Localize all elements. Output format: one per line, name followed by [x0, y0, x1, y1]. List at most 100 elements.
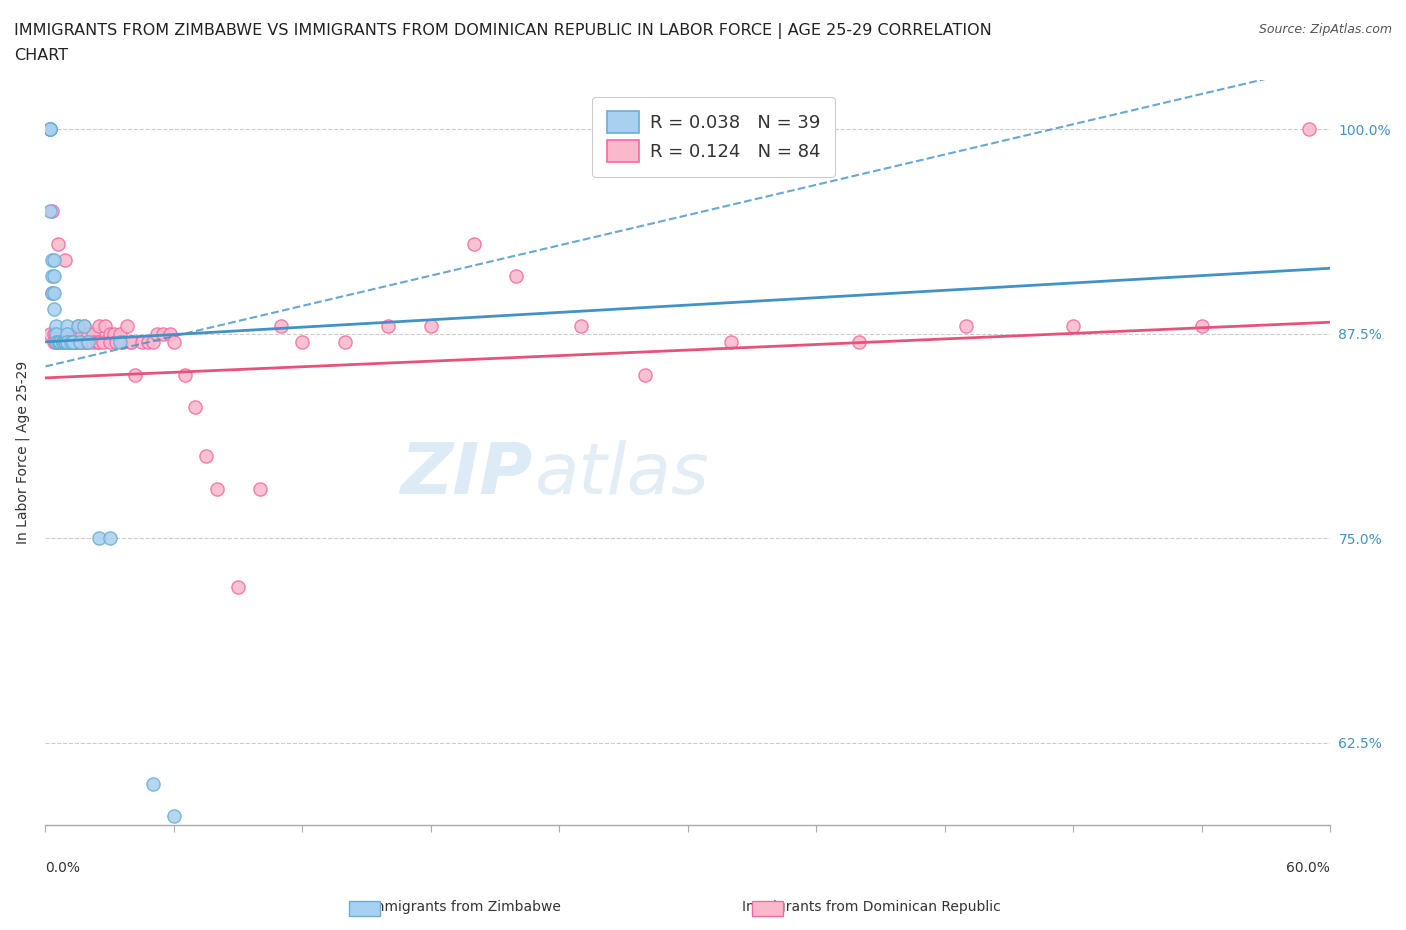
Point: [152, 326, 174, 341]
Point: [38, 122, 60, 137]
Y-axis label: In Labor Force | Age 25-29: In Labor Force | Age 25-29: [15, 361, 30, 544]
Point: [42, 335, 65, 350]
Point: [75, 335, 97, 350]
Point: [569, 318, 592, 333]
Point: [70, 326, 93, 341]
Point: [66, 318, 89, 333]
Point: [73, 318, 96, 333]
Point: [955, 318, 977, 333]
Point: [65, 335, 87, 350]
Point: [56, 335, 79, 350]
Text: 60.0%: 60.0%: [1286, 860, 1330, 874]
Text: IMMIGRANTS FROM ZIMBABWE VS IMMIGRANTS FROM DOMINICAN REPUBLIC IN LABOR FORCE | : IMMIGRANTS FROM ZIMBABWE VS IMMIGRANTS F…: [14, 23, 991, 39]
Point: [335, 335, 357, 350]
Point: [848, 335, 870, 350]
Point: [52, 335, 75, 350]
Point: [419, 318, 441, 333]
Point: [45, 326, 67, 341]
Point: [38, 122, 60, 137]
Point: [42, 253, 65, 268]
Point: [249, 482, 271, 497]
Point: [45, 335, 67, 350]
Point: [66, 318, 89, 333]
Point: [98, 335, 121, 350]
Point: [87, 531, 110, 546]
Point: [42, 286, 65, 300]
Point: [62, 335, 84, 350]
Point: [41, 253, 63, 268]
Point: [111, 335, 134, 350]
Point: [131, 335, 153, 350]
Point: [56, 335, 79, 350]
Point: [159, 326, 181, 341]
Point: [270, 318, 292, 333]
Point: [65, 335, 87, 350]
Point: [120, 335, 142, 350]
Point: [53, 253, 76, 268]
Point: [73, 335, 96, 350]
Point: [184, 400, 207, 415]
Point: [49, 335, 72, 350]
Point: [56, 335, 79, 350]
Legend: R = 0.038   N = 39, R = 0.124   N = 84: R = 0.038 N = 39, R = 0.124 N = 84: [592, 97, 835, 177]
Point: [53, 335, 76, 350]
Point: [42, 326, 65, 341]
Point: [463, 236, 485, 251]
Point: [41, 204, 63, 219]
Point: [49, 335, 72, 350]
Point: [53, 335, 76, 350]
Point: [720, 335, 742, 350]
Point: [87, 335, 110, 350]
Point: [86, 335, 108, 350]
Point: [60, 335, 83, 350]
Point: [1062, 318, 1084, 333]
Point: [141, 335, 163, 350]
Point: [62, 335, 84, 350]
Point: [173, 367, 195, 382]
Point: [65, 335, 87, 350]
Point: [38, 122, 60, 137]
Point: [41, 269, 63, 284]
Point: [163, 335, 186, 350]
Point: [46, 236, 69, 251]
Text: CHART: CHART: [14, 48, 67, 63]
Point: [60, 335, 83, 350]
Point: [226, 579, 249, 594]
Point: [46, 335, 69, 350]
Point: [69, 335, 91, 350]
Point: [41, 286, 63, 300]
Point: [60, 335, 83, 350]
Point: [98, 531, 121, 546]
Point: [634, 367, 657, 382]
Point: [195, 449, 218, 464]
Point: [377, 318, 399, 333]
Text: atlas: atlas: [534, 440, 709, 509]
Point: [98, 326, 121, 341]
Point: [505, 269, 527, 284]
Point: [45, 326, 67, 341]
Point: [38, 204, 60, 219]
Point: [52, 335, 75, 350]
Point: [56, 326, 79, 341]
Point: [91, 335, 114, 350]
Point: [49, 335, 72, 350]
Point: [45, 335, 67, 350]
Text: Immigrants from Dominican Republic: Immigrants from Dominican Republic: [742, 899, 1001, 914]
Point: [105, 335, 128, 350]
Point: [49, 335, 72, 350]
Point: [1191, 318, 1213, 333]
Point: [42, 269, 65, 284]
Point: [291, 335, 314, 350]
Point: [56, 335, 79, 350]
Point: [69, 335, 91, 350]
Point: [66, 335, 89, 350]
Point: [73, 318, 96, 333]
Point: [87, 318, 110, 333]
Point: [146, 326, 169, 341]
Point: [77, 335, 100, 350]
Point: [49, 335, 72, 350]
Text: 0.0%: 0.0%: [45, 860, 80, 874]
Point: [38, 122, 60, 137]
Point: [82, 326, 104, 341]
Point: [45, 335, 67, 350]
